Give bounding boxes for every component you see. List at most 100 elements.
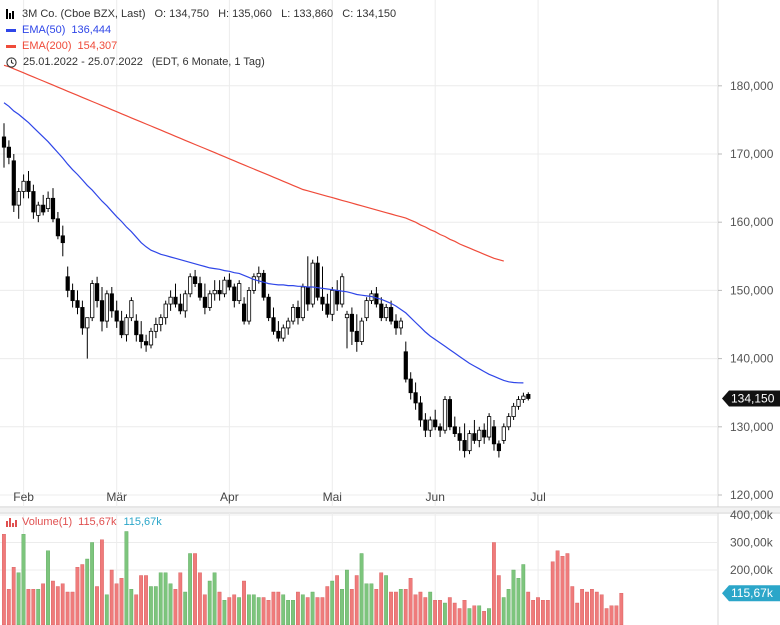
candle <box>11 154 16 212</box>
volume-bar <box>281 594 286 625</box>
candle <box>31 184 36 219</box>
volume-bar <box>398 589 403 625</box>
volume-bar <box>286 600 290 625</box>
candle <box>379 297 384 322</box>
volume-bar <box>487 608 491 625</box>
candle <box>413 382 418 410</box>
candle-body <box>511 405 516 417</box>
volume-bar <box>506 589 511 625</box>
last-volume-tag: 115,67k <box>722 585 780 602</box>
candle <box>99 286 105 332</box>
volume-tick-label: 400,00k <box>730 508 774 522</box>
candle-body <box>1 136 7 148</box>
candle <box>246 286 252 325</box>
month-tick-label: Feb <box>13 490 34 504</box>
volume-bar <box>364 583 369 625</box>
candle-body <box>173 296 178 305</box>
volume-bar <box>462 600 467 625</box>
candle <box>197 276 203 301</box>
candle-body <box>188 276 193 295</box>
volume-bar <box>413 594 418 625</box>
volume-legend-value-blue: 115,67k <box>123 516 162 528</box>
candle-body <box>477 429 482 441</box>
candle <box>457 426 462 451</box>
volume-bar <box>570 586 575 625</box>
candle-body <box>11 160 16 206</box>
candle-body <box>16 191 21 206</box>
candle <box>192 269 198 287</box>
volume-bar <box>310 591 315 625</box>
candle-body <box>85 317 90 329</box>
volume-bar <box>158 572 163 625</box>
volume-bar <box>374 589 379 625</box>
volume-bar <box>452 602 457 625</box>
volume-bar <box>16 572 21 625</box>
volume-bars <box>2 531 624 625</box>
volume-bar <box>384 575 388 625</box>
candle <box>60 225 65 257</box>
volume-bar <box>305 597 310 625</box>
candle-body <box>212 289 217 295</box>
volume-bar <box>153 586 158 625</box>
candle-body <box>467 433 472 452</box>
candle-body <box>310 262 315 305</box>
volume-bar <box>90 542 95 625</box>
candle-body <box>75 300 80 308</box>
volume-bar <box>60 583 65 625</box>
clock-icon <box>6 56 17 68</box>
candle <box>50 188 56 223</box>
volume-bar <box>183 591 188 625</box>
candle-body <box>266 296 271 319</box>
last-price-tag: 134,150 <box>722 390 780 407</box>
candle-body <box>60 235 65 244</box>
candle-body <box>418 402 423 421</box>
volume-bar <box>134 594 139 625</box>
candle-body <box>276 330 281 339</box>
candle <box>364 297 369 322</box>
candles <box>1 123 531 458</box>
candle <box>148 327 154 349</box>
candle-body <box>99 300 105 322</box>
candle <box>251 273 256 294</box>
volume-bar <box>246 594 251 625</box>
candle-body <box>36 204 41 216</box>
volume-bar <box>349 589 354 625</box>
candle-body <box>192 276 198 284</box>
candle <box>237 280 242 305</box>
axis-labels: 120,000 130,000 140,000 150,000 160,000 170,0… <box>13 79 773 577</box>
candle-body <box>134 320 139 336</box>
chart-legend: 3M Co. (Cboe BZX, Last) O: 134,750 H: 13… <box>6 6 396 70</box>
volume-bar <box>124 531 129 625</box>
candle <box>300 283 306 322</box>
month-tick-label: Jul <box>530 490 545 504</box>
value-tags: 134,150 115,67k <box>722 390 780 602</box>
candle-body <box>437 426 443 431</box>
candle <box>188 273 193 298</box>
candle-body <box>143 341 149 346</box>
candle <box>330 286 335 322</box>
candle <box>173 283 178 308</box>
price-grid <box>0 0 780 514</box>
ema200-swatch <box>6 44 16 48</box>
volume-bar <box>85 558 90 625</box>
volume-bar <box>36 589 41 625</box>
volume-bar <box>492 542 496 625</box>
volume-bar <box>482 611 486 625</box>
volume-bar <box>604 608 609 625</box>
volume-icon <box>6 517 17 527</box>
volume-bar <box>369 583 374 625</box>
candle-body <box>222 279 227 295</box>
candle <box>104 290 109 328</box>
candle-body <box>31 191 36 213</box>
candle <box>315 256 320 301</box>
volume-tick-label: 200,00k <box>730 563 774 577</box>
candle <box>222 276 227 298</box>
ema50-swatch <box>6 28 16 32</box>
ema50-line <box>3 102 524 384</box>
volume-bar <box>545 600 550 625</box>
volume-bar <box>197 572 202 625</box>
volume-bar <box>178 572 183 625</box>
candle <box>158 314 163 332</box>
candle-body <box>148 330 154 346</box>
